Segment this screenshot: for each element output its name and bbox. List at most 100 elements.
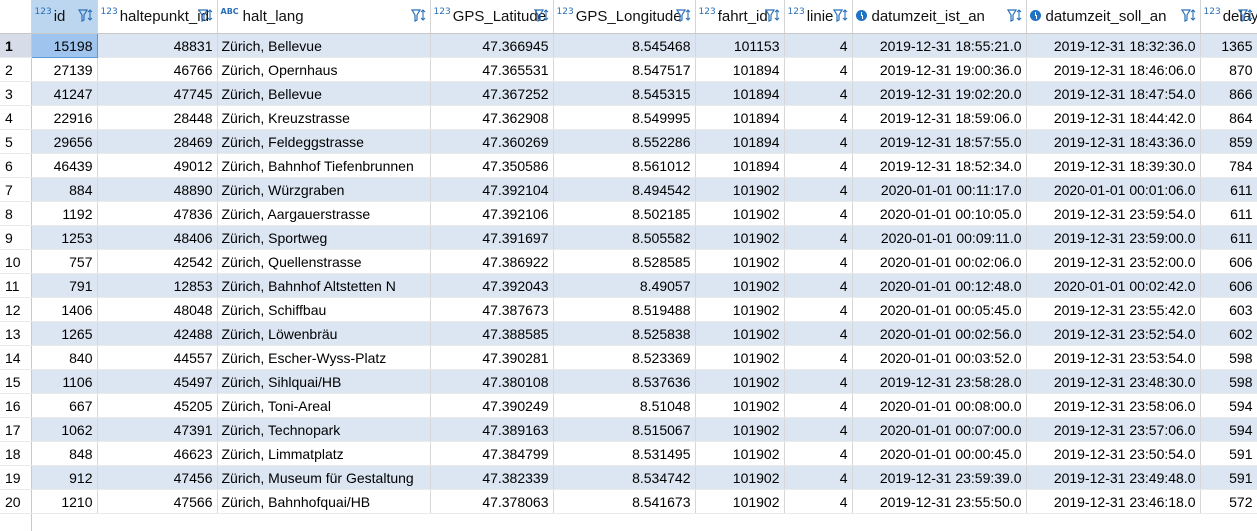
cell-halt-lang[interactable]: Zürich, Technopark	[217, 417, 431, 442]
cell-linie[interactable]: 4	[784, 417, 853, 442]
column-header-datumzeit-ist-an[interactable]: datumzeit_ist_an	[852, 0, 1027, 34]
cell-delay[interactable]: 859	[1200, 129, 1257, 154]
cell-datumzeit-ist-an[interactable]: 2020-01-01 00:00:45.0	[852, 441, 1027, 466]
cell-gps-latitude[interactable]: 47.390281	[430, 345, 554, 370]
cell-id[interactable]: 1192	[31, 201, 98, 226]
cell-haltepunkt-id[interactable]: 47745	[97, 81, 218, 106]
cell-id[interactable]: 757	[31, 249, 98, 274]
cell-halt-lang[interactable]: Zürich, Limmatplatz	[217, 441, 431, 466]
cell-gps-latitude[interactable]: 47.391697	[430, 225, 554, 250]
cell-datumzeit-ist-an[interactable]: 2020-01-01 00:07:00.0	[852, 417, 1027, 442]
filter-sort-icon[interactable]	[1237, 8, 1254, 23]
cell-haltepunkt-id[interactable]: 42488	[97, 321, 218, 346]
cell-linie[interactable]: 4	[784, 33, 853, 58]
cell-fahrt-id[interactable]: 101153	[695, 33, 785, 58]
cell-datumzeit-ist-an[interactable]: 2020-01-01 00:02:06.0	[852, 249, 1027, 274]
row-number[interactable]: 13	[0, 321, 32, 346]
cell-id[interactable]: 1406	[31, 297, 98, 322]
cell-gps-latitude[interactable]: 47.392043	[430, 273, 554, 298]
cell-fahrt-id[interactable]: 101902	[695, 465, 785, 490]
cell-id[interactable]: 1062	[31, 417, 98, 442]
filter-sort-icon[interactable]	[675, 8, 692, 23]
cell-haltepunkt-id[interactable]: 28469	[97, 129, 218, 154]
cell-haltepunkt-id[interactable]: 49012	[97, 153, 218, 178]
table-row[interactable]: 4 22916 28448 Zürich, Kreuzstrasse 47.362908…	[0, 105, 1257, 130]
cell-id[interactable]: 912	[31, 465, 98, 490]
cell-delay[interactable]: 591	[1200, 441, 1257, 466]
cell-haltepunkt-id[interactable]: 28448	[97, 105, 218, 130]
row-number[interactable]: 18	[0, 441, 32, 466]
cell-gps-longitude[interactable]: 8.519488	[553, 297, 696, 322]
cell-linie[interactable]: 4	[784, 105, 853, 130]
cell-datumzeit-ist-an[interactable]: 2020-01-01 00:02:56.0	[852, 321, 1027, 346]
cell-delay[interactable]: 594	[1200, 393, 1257, 418]
row-number[interactable]: 15	[0, 369, 32, 394]
cell-haltepunkt-id[interactable]: 47456	[97, 465, 218, 490]
cell-fahrt-id[interactable]: 101902	[695, 177, 785, 202]
cell-datumzeit-soll-an[interactable]: 2019-12-31 18:32:36.0	[1026, 33, 1201, 58]
cell-id[interactable]: 667	[31, 393, 98, 418]
cell-gps-longitude[interactable]: 8.523369	[553, 345, 696, 370]
cell-halt-lang[interactable]: Zürich, Escher-Wyss-Platz	[217, 345, 431, 370]
cell-halt-lang[interactable]: Zürich, Bellevue	[217, 81, 431, 106]
cell-datumzeit-soll-an[interactable]: 2019-12-31 23:52:54.0	[1026, 321, 1201, 346]
cell-gps-longitude[interactable]: 8.525838	[553, 321, 696, 346]
cell-linie[interactable]: 4	[784, 57, 853, 82]
cell-id[interactable]: 46439	[31, 153, 98, 178]
cell-haltepunkt-id[interactable]: 48406	[97, 225, 218, 250]
cell-haltepunkt-id[interactable]: 47566	[97, 489, 218, 514]
cell-delay[interactable]: 784	[1200, 153, 1257, 178]
cell-haltepunkt-id[interactable]: 45497	[97, 369, 218, 394]
cell-datumzeit-soll-an[interactable]: 2019-12-31 18:47:54.0	[1026, 81, 1201, 106]
table-row[interactable]: 13 1265 42488 Zürich, Löwenbräu 47.388585 8.5…	[0, 321, 1257, 346]
cell-datumzeit-soll-an[interactable]: 2019-12-31 18:46:06.0	[1026, 57, 1201, 82]
row-number[interactable]: 4	[0, 105, 32, 130]
table-row[interactable]: 18 848 46623 Zürich, Limmatplatz 47.384799 8.…	[0, 441, 1257, 466]
cell-haltepunkt-id[interactable]: 48890	[97, 177, 218, 202]
cell-gps-latitude[interactable]: 47.365531	[430, 57, 554, 82]
cell-halt-lang[interactable]: Zürich, Quellenstrasse	[217, 249, 431, 274]
filter-sort-icon[interactable]	[1180, 8, 1197, 23]
cell-datumzeit-ist-an[interactable]: 2019-12-31 23:58:28.0	[852, 369, 1027, 394]
filter-sort-icon[interactable]	[197, 8, 214, 23]
cell-datumzeit-soll-an[interactable]: 2020-01-01 00:01:06.0	[1026, 177, 1201, 202]
cell-gps-latitude[interactable]: 47.389163	[430, 417, 554, 442]
row-number[interactable]: 12	[0, 297, 32, 322]
cell-halt-lang[interactable]: Zürich, Würzgraben	[217, 177, 431, 202]
cell-delay[interactable]: 598	[1200, 345, 1257, 370]
row-number[interactable]: 6	[0, 153, 32, 178]
cell-halt-lang[interactable]: Zürich, Bellevue	[217, 33, 431, 58]
cell-gps-longitude[interactable]: 8.549995	[553, 105, 696, 130]
cell-datumzeit-soll-an[interactable]: 2019-12-31 23:49:48.0	[1026, 465, 1201, 490]
cell-gps-latitude[interactable]: 47.392106	[430, 201, 554, 226]
cell-datumzeit-soll-an[interactable]: 2019-12-31 23:59:54.0	[1026, 201, 1201, 226]
cell-fahrt-id[interactable]: 101902	[695, 441, 785, 466]
cell-delay[interactable]: 606	[1200, 273, 1257, 298]
cell-datumzeit-ist-an[interactable]: 2020-01-01 00:11:17.0	[852, 177, 1027, 202]
cell-gps-longitude[interactable]: 8.561012	[553, 153, 696, 178]
cell-gps-latitude[interactable]: 47.390249	[430, 393, 554, 418]
cell-linie[interactable]: 4	[784, 321, 853, 346]
cell-haltepunkt-id[interactable]: 42542	[97, 249, 218, 274]
cell-fahrt-id[interactable]: 101894	[695, 57, 785, 82]
cell-haltepunkt-id[interactable]: 46766	[97, 57, 218, 82]
table-row[interactable]: 2 27139 46766 Zürich, Opernhaus 47.365531 8.5…	[0, 57, 1257, 82]
row-number[interactable]: 20	[0, 489, 32, 514]
column-header-datumzeit-soll-an[interactable]: datumzeit_soll_an	[1026, 0, 1201, 34]
cell-linie[interactable]: 4	[784, 345, 853, 370]
cell-delay[interactable]: 594	[1200, 417, 1257, 442]
row-number[interactable]: 17	[0, 417, 32, 442]
table-row[interactable]: 6 46439 49012 Zürich, Bahnhof Tiefenbrunnen…	[0, 153, 1257, 178]
cell-datumzeit-ist-an[interactable]: 2019-12-31 23:59:39.0	[852, 465, 1027, 490]
filter-sort-icon[interactable]	[77, 8, 94, 23]
cell-fahrt-id[interactable]: 101902	[695, 249, 785, 274]
cell-datumzeit-ist-an[interactable]: 2020-01-01 00:09:11.0	[852, 225, 1027, 250]
cell-datumzeit-ist-an[interactable]: 2020-01-01 00:10:05.0	[852, 201, 1027, 226]
cell-haltepunkt-id[interactable]: 12853	[97, 273, 218, 298]
cell-gps-longitude[interactable]: 8.541673	[553, 489, 696, 514]
cell-id[interactable]: 29656	[31, 129, 98, 154]
cell-fahrt-id[interactable]: 101902	[695, 201, 785, 226]
table-row[interactable]: 3 41247 47745 Zürich, Bellevue 47.367252 8.54…	[0, 81, 1257, 106]
cell-halt-lang[interactable]: Zürich, Schiffbau	[217, 297, 431, 322]
filter-sort-icon[interactable]	[1006, 8, 1023, 23]
